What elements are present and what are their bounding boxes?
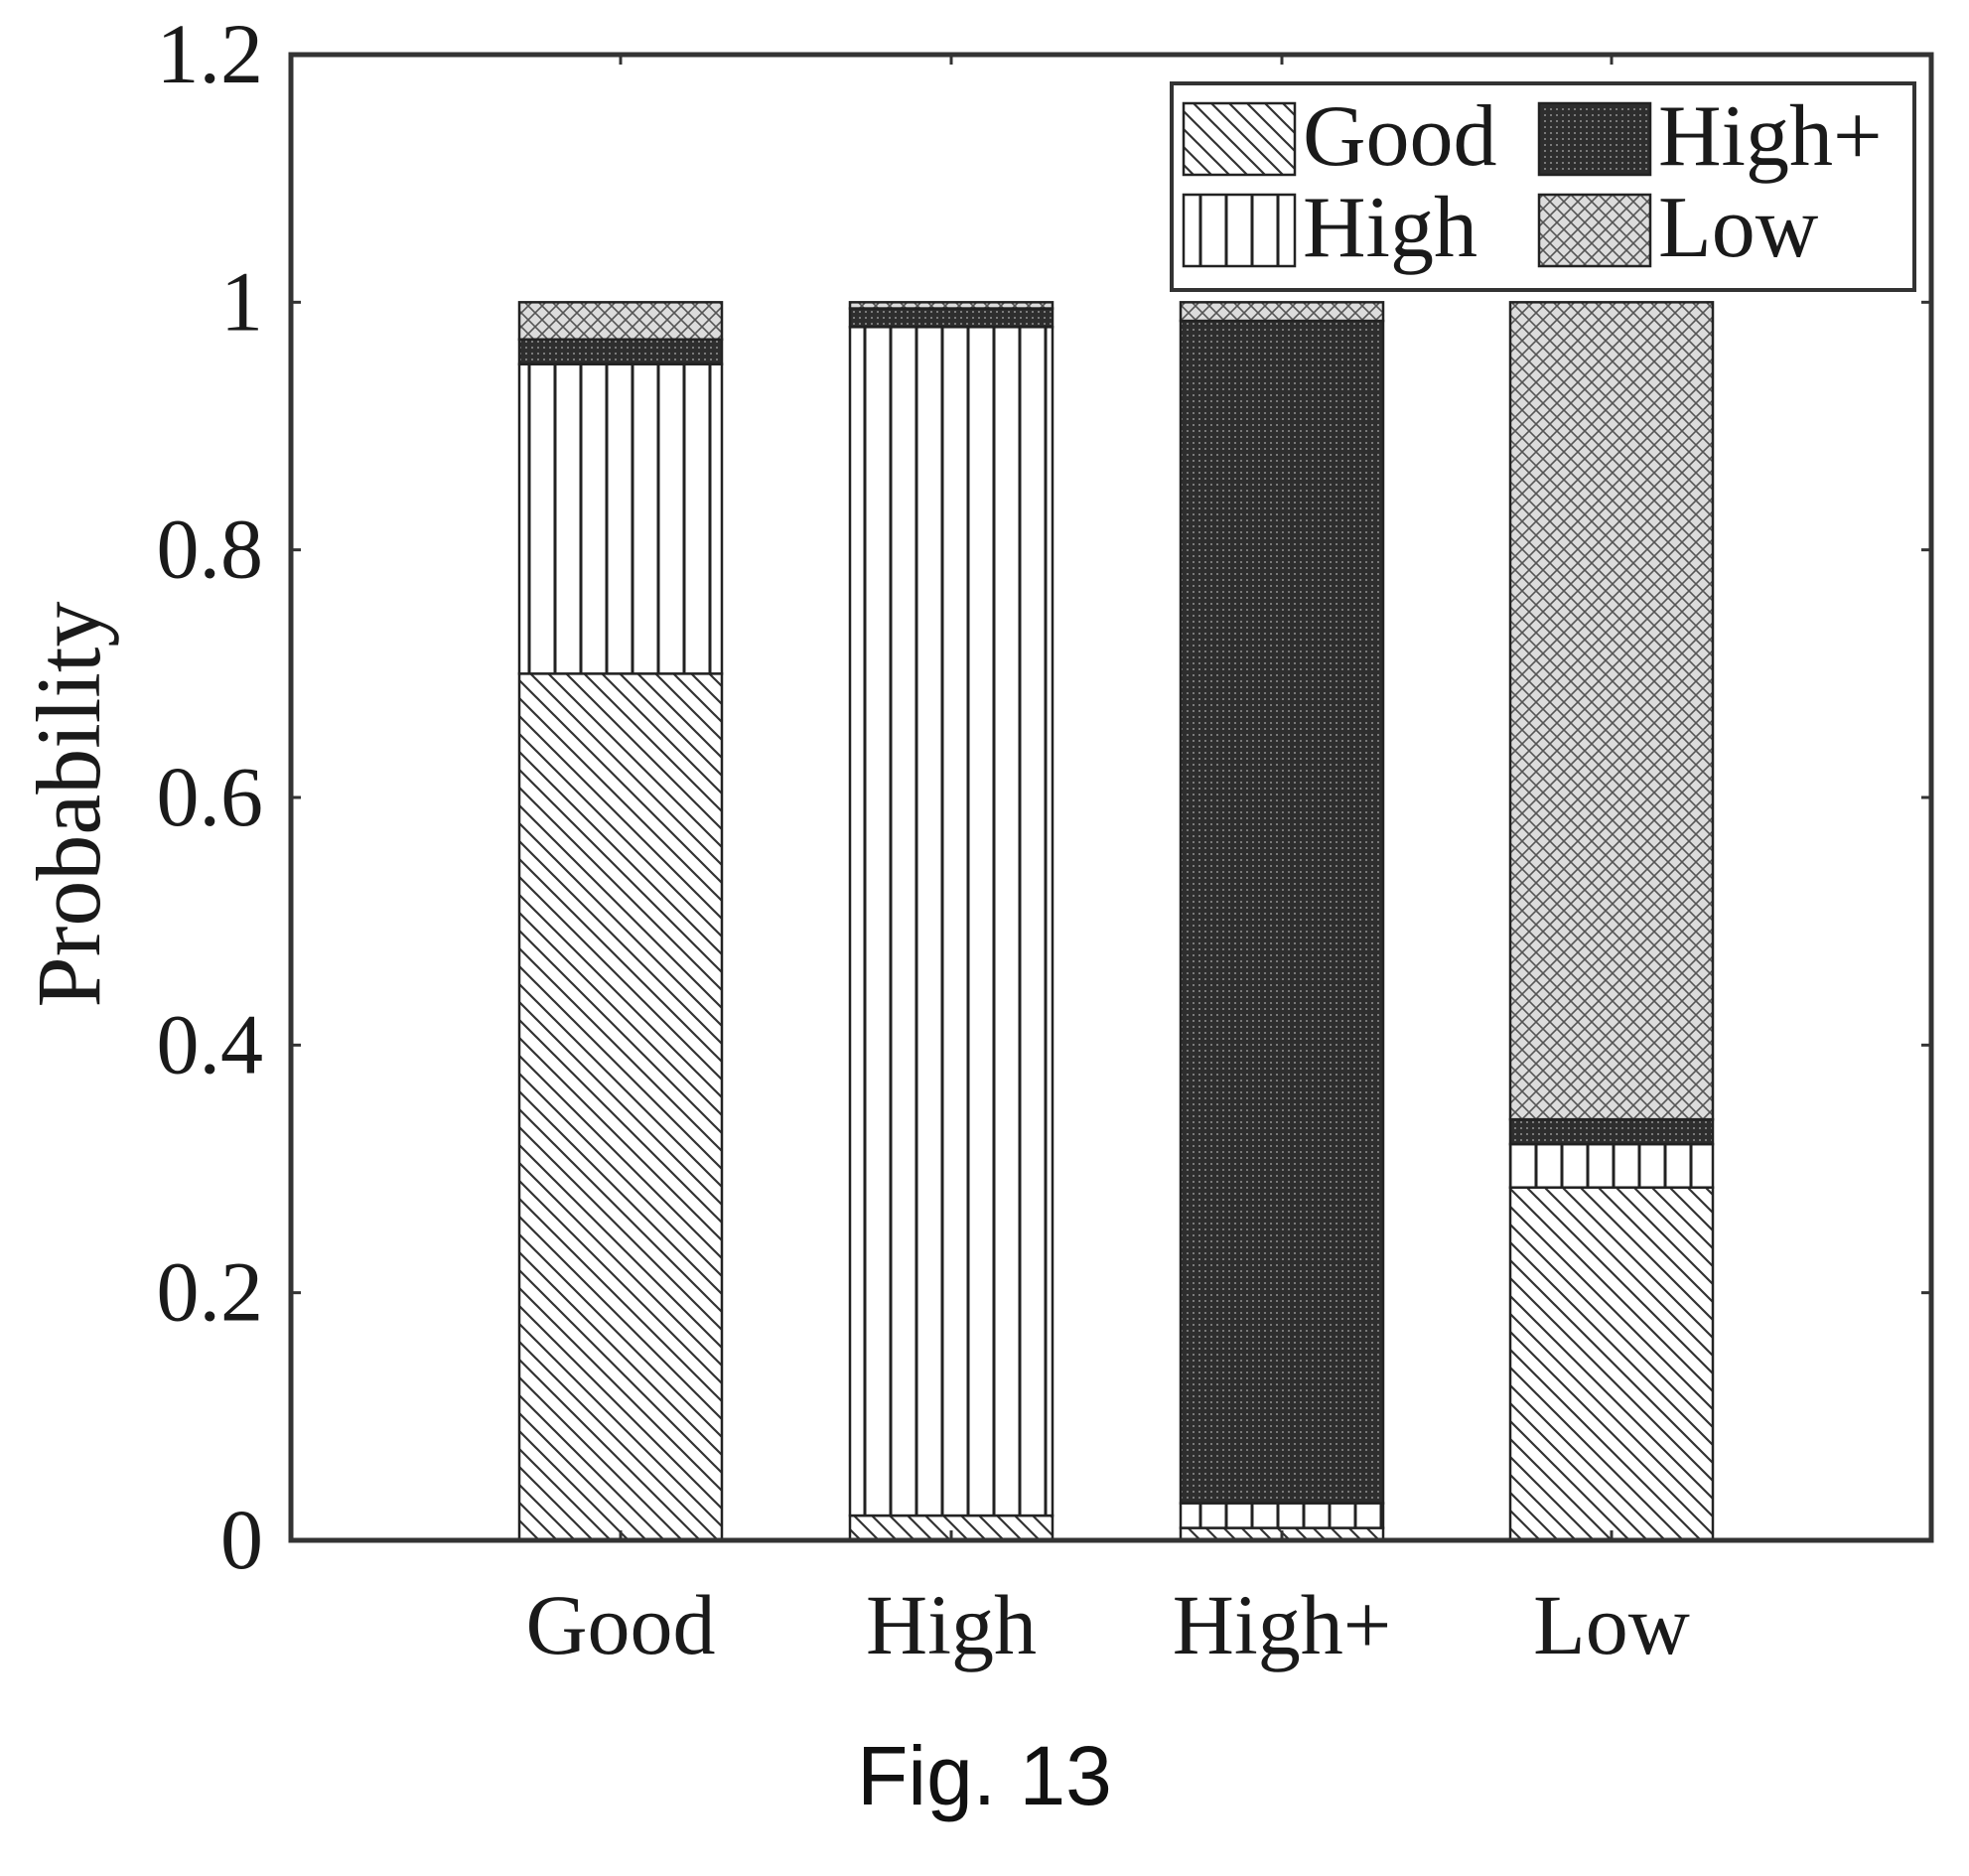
legend-label-high: High — [1303, 180, 1477, 276]
bar-segment-low-high-plus — [1508, 1117, 1715, 1146]
legend-swatch-low — [1537, 193, 1652, 268]
legend-label-low: Low — [1658, 180, 1819, 276]
bar-segment-high-high-plus — [848, 307, 1055, 329]
bar-segment-high-plus-high-plus — [1179, 319, 1385, 1505]
legend-swatch-high-plus — [1537, 101, 1652, 177]
bar-segment-low-low — [1508, 301, 1715, 1121]
bar-segment-high-plus-high — [1179, 1502, 1385, 1529]
bar-segment-low-high — [1508, 1142, 1715, 1189]
x-tick-label-high: High — [866, 1577, 1037, 1672]
bar-low — [1508, 301, 1715, 1542]
bar-segment-good-good — [517, 672, 724, 1542]
y-axis: 0 0.2 0.4 0.6 0.8 1 1.2 — [157, 6, 1931, 1587]
bar-high — [848, 301, 1055, 1542]
y-tick-label: 0.2 — [157, 1244, 264, 1340]
legend-swatch-high — [1182, 193, 1297, 268]
y-tick-label: 0.6 — [157, 749, 264, 844]
bar-segment-high-low — [848, 301, 1055, 310]
legend: Good High+ High Low — [1170, 81, 1916, 292]
bar-segment-high-high — [848, 326, 1055, 1517]
bar-segment-good-low — [517, 301, 724, 341]
bars-layer — [517, 301, 1715, 1542]
figure-caption: Fig. 13 — [857, 1729, 1112, 1822]
bar-segment-good-high-plus — [517, 338, 724, 365]
bar-segment-good-high — [517, 362, 724, 675]
legend-label-good: Good — [1303, 88, 1497, 185]
bar-good — [517, 301, 724, 1542]
x-axis: Good High High+ Low — [525, 55, 1690, 1672]
x-tick-label-high-plus: High+ — [1173, 1577, 1392, 1672]
bar-segment-low-good — [1508, 1186, 1715, 1542]
y-tick-label: 1 — [220, 253, 263, 349]
y-axis-label: Probability — [18, 602, 119, 1008]
y-tick-label: 1.2 — [157, 6, 264, 101]
bar-high-plus — [1179, 301, 1385, 1542]
y-tick-label: 0.4 — [157, 996, 264, 1091]
x-tick-label-low: Low — [1533, 1577, 1690, 1672]
x-tick-label-good: Good — [525, 1577, 715, 1672]
y-tick-label: 0 — [220, 1492, 263, 1587]
y-tick-label: 0.8 — [157, 502, 264, 597]
legend-swatch-good — [1182, 101, 1297, 177]
legend-label-high-plus: High+ — [1658, 88, 1883, 185]
bar-segment-high-plus-low — [1179, 301, 1385, 323]
